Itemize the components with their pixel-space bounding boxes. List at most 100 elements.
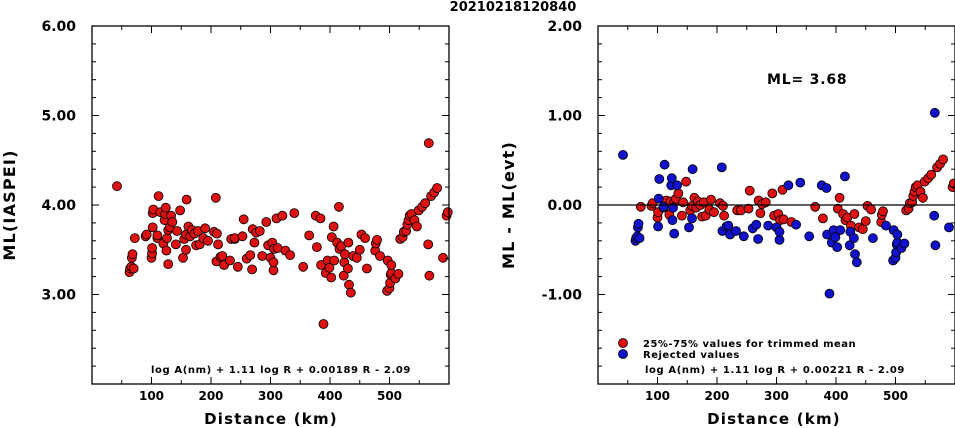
- rejected-point: [667, 215, 678, 226]
- x-tick-label: 500: [883, 389, 908, 403]
- right-axis-ticks: 100 200 300 400 500 -1.00 0.00 1.00 2.00: [542, 19, 955, 403]
- ml-annotation: ML= 3.68: [767, 72, 847, 88]
- rejected-point: [672, 180, 682, 191]
- data-point: [162, 233, 172, 244]
- data-point: [311, 242, 322, 253]
- data-point: [200, 223, 211, 234]
- left-x-axis-label: Distance (km): [204, 410, 338, 428]
- rejected-point: [804, 231, 815, 242]
- rejected-point: [824, 288, 835, 299]
- rejected-point: [654, 174, 665, 184]
- data-point: [328, 221, 339, 232]
- y-tick-label: 1.00: [547, 109, 582, 125]
- rejected-point: [658, 201, 669, 212]
- rejected-point: [731, 226, 741, 236]
- data-point: [268, 257, 279, 268]
- data-point: [153, 191, 164, 202]
- rejected-point: [791, 219, 801, 230]
- data-point: [718, 200, 728, 211]
- data-point: [333, 201, 344, 212]
- rejected-point: [835, 225, 846, 236]
- data-point: [170, 239, 181, 250]
- rejected-point: [930, 240, 941, 251]
- y-tick-label: 2.00: [547, 19, 582, 35]
- rejected-point: [774, 226, 785, 237]
- data-point: [112, 181, 122, 192]
- data-point: [245, 250, 256, 261]
- x-tick-label: 200: [704, 389, 729, 403]
- left-y-axis-label: ML(IASPEI): [0, 149, 19, 260]
- data-point: [318, 319, 329, 329]
- data-point: [152, 230, 163, 241]
- data-point: [878, 206, 888, 217]
- data-point: [141, 229, 152, 240]
- data-point: [706, 194, 716, 205]
- data-point: [285, 250, 296, 261]
- legend-kept-label: 25%-75% values for trimmed mean: [643, 339, 856, 350]
- data-point: [163, 259, 174, 270]
- rejected-point: [618, 149, 628, 160]
- x-tick-label: 100: [645, 389, 670, 403]
- data-point: [918, 192, 928, 203]
- data-point: [635, 201, 646, 212]
- data-point: [866, 204, 876, 215]
- data-point: [386, 260, 397, 270]
- figure-title: 20210218120840: [450, 0, 577, 15]
- data-point: [344, 279, 354, 290]
- data-point: [326, 272, 337, 283]
- data-point: [438, 252, 448, 263]
- legend-kept-marker: [618, 338, 628, 348]
- x-tick-label: 300: [764, 389, 789, 403]
- left-panel: 100 200 300 400 500 3.00 4.00 5.00 6.00 log A(nm…: [0, 19, 453, 428]
- data-point: [315, 213, 326, 224]
- rejected-point: [929, 210, 940, 221]
- data-point: [343, 237, 354, 248]
- rejected-point: [716, 162, 727, 173]
- x-tick-label: 400: [823, 389, 848, 403]
- rejected-point: [850, 249, 860, 260]
- data-point: [810, 201, 821, 212]
- y-tick-label: 4.00: [41, 198, 76, 214]
- rejected-point: [892, 229, 903, 240]
- rejected-point: [751, 219, 762, 230]
- data-point: [339, 249, 350, 260]
- data-point: [213, 239, 224, 250]
- rejected-point: [844, 240, 855, 251]
- rejected-point: [753, 234, 763, 244]
- left-markers: [112, 138, 453, 329]
- data-point: [361, 263, 372, 274]
- rejected-point: [851, 257, 862, 268]
- rejected-point: [783, 180, 794, 191]
- y-tick-label: 6.00: [41, 19, 76, 35]
- rejected-point: [634, 233, 645, 244]
- rejected-point: [774, 234, 785, 245]
- rejected-point: [832, 242, 843, 253]
- data-point: [254, 226, 265, 236]
- data-point: [860, 216, 871, 227]
- data-point: [304, 230, 315, 241]
- data-point: [172, 226, 183, 236]
- rejected-point: [899, 238, 910, 249]
- data-point: [324, 262, 335, 273]
- data-point: [442, 207, 453, 218]
- data-point: [249, 237, 260, 248]
- right-y-axis-label: ML - ML(evt): [499, 141, 518, 269]
- data-point: [411, 221, 422, 232]
- left-plot-frame: [91, 25, 450, 385]
- data-point: [423, 239, 434, 250]
- rejected-point: [929, 107, 940, 118]
- data-point: [744, 185, 755, 196]
- left-formula: log A(nm) + 1.11 log R + 0.00189 R - 2.0…: [151, 365, 411, 376]
- y-tick-label: 3.00: [41, 288, 76, 304]
- data-point: [709, 207, 719, 218]
- right-markers: [618, 107, 955, 299]
- x-tick-label: 300: [258, 389, 283, 403]
- y-tick-label: 0.00: [547, 198, 582, 214]
- data-point: [161, 245, 172, 256]
- data-point: [261, 217, 272, 227]
- data-point: [424, 270, 435, 281]
- data-point: [818, 213, 828, 224]
- data-point: [345, 287, 356, 298]
- rejected-point: [821, 183, 832, 193]
